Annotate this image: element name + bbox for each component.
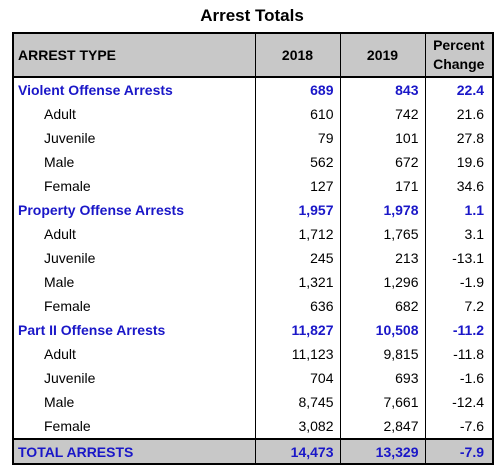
value-2018: 610 [254, 102, 341, 126]
value-2018: 1,712 [254, 222, 341, 246]
value-2019: 213 [339, 246, 426, 270]
percent-change: 1.1 [424, 198, 494, 222]
percent-change: 22.4 [424, 77, 494, 102]
header-2019: 2019 [339, 32, 426, 78]
table-row: Male 562 672 19.6 [12, 150, 494, 174]
percent-change: -11.8 [424, 342, 494, 366]
table-row: Female 127 171 34.6 [12, 174, 494, 198]
category-row-violent: Violent Offense Arrests 689 843 22.4 [12, 77, 494, 102]
value-2018: 1,321 [254, 270, 341, 294]
row-label: Female [12, 294, 256, 318]
table-title: Arrest Totals [200, 6, 304, 25]
header-arrest-type: ARREST TYPE [12, 32, 256, 78]
value-2018: 689 [254, 77, 341, 102]
value-2018: 1,957 [254, 198, 341, 222]
category-label: Property Offense Arrests [12, 198, 256, 222]
row-label: Female [12, 174, 256, 198]
table-row: Juvenile 245 213 -13.1 [12, 246, 494, 270]
table-row: Female 3,082 2,847 -7.6 [12, 414, 494, 439]
value-2019: 9,815 [339, 342, 426, 366]
value-2018: 79 [254, 126, 341, 150]
percent-change: 21.6 [424, 102, 494, 126]
value-2018: 3,082 [254, 414, 341, 439]
row-label: Adult [12, 222, 256, 246]
percent-change: -13.1 [424, 246, 494, 270]
row-label: Male [12, 390, 256, 414]
value-2019: 843 [339, 77, 426, 102]
value-2018: 562 [254, 150, 341, 174]
value-2018: 11,827 [254, 318, 341, 342]
percent-change: 3.1 [424, 222, 494, 246]
table-row: Adult 1,712 1,765 3.1 [12, 222, 494, 246]
total-label: TOTAL ARRESTS [12, 438, 256, 464]
percent-change: -1.9 [424, 270, 494, 294]
arrest-totals-table: ARREST TYPE 2018 2019 Percent Change Viol… [12, 32, 494, 465]
category-row-property: Property Offense Arrests 1,957 1,978 1.1 [12, 198, 494, 222]
value-2019: 672 [339, 150, 426, 174]
table-row: Male 8,745 7,661 -12.4 [12, 390, 494, 414]
percent-change: -7.6 [424, 414, 494, 439]
percent-change: -1.6 [424, 366, 494, 390]
table-row: Juvenile 704 693 -1.6 [12, 366, 494, 390]
table-row: Male 1,321 1,296 -1.9 [12, 270, 494, 294]
table-row: Adult 610 742 21.6 [12, 102, 494, 126]
header-percent-line1: Percent [433, 37, 485, 53]
percent-change: 19.6 [424, 150, 494, 174]
header-percent-change: Percent Change [424, 32, 494, 78]
value-2019: 1,978 [339, 198, 426, 222]
value-2019: 693 [339, 366, 426, 390]
category-label: Violent Offense Arrests [12, 77, 256, 102]
value-2019: 682 [339, 294, 426, 318]
value-2019: 171 [339, 174, 426, 198]
percent-change: 27.8 [424, 126, 494, 150]
table-row: Juvenile 79 101 27.8 [12, 126, 494, 150]
row-label: Adult [12, 102, 256, 126]
total-2018: 14,473 [254, 438, 341, 464]
value-2018: 636 [254, 294, 341, 318]
row-label: Juvenile [12, 366, 256, 390]
row-label: Female [12, 414, 256, 439]
table-row: Adult 11,123 9,815 -11.8 [12, 342, 494, 366]
row-label: Juvenile [12, 246, 256, 270]
value-2018: 127 [254, 174, 341, 198]
category-row-part-ii: Part II Offense Arrests 11,827 10,508 -1… [12, 318, 494, 342]
percent-change: -12.4 [424, 390, 494, 414]
percent-change: -11.2 [424, 318, 494, 342]
value-2019: 10,508 [339, 318, 426, 342]
value-2019: 101 [339, 126, 426, 150]
value-2018: 245 [254, 246, 341, 270]
total-percent-change: -7.9 [424, 438, 494, 464]
row-label: Adult [12, 342, 256, 366]
row-label: Male [12, 150, 256, 174]
header-row: ARREST TYPE 2018 2019 Percent Change [12, 32, 494, 78]
value-2018: 11,123 [254, 342, 341, 366]
value-2018: 8,745 [254, 390, 341, 414]
value-2019: 2,847 [339, 414, 426, 439]
value-2018: 704 [254, 366, 341, 390]
header-2018: 2018 [254, 32, 341, 78]
value-2019: 1,765 [339, 222, 426, 246]
row-label: Male [12, 270, 256, 294]
row-label: Juvenile [12, 126, 256, 150]
value-2019: 7,661 [339, 390, 426, 414]
total-row: TOTAL ARRESTS 14,473 13,329 -7.9 [12, 438, 494, 464]
percent-change: 34.6 [424, 174, 494, 198]
value-2019: 1,296 [339, 270, 426, 294]
header-percent-line2: Change [433, 56, 485, 72]
value-2019: 742 [339, 102, 426, 126]
total-2019: 13,329 [339, 438, 426, 464]
percent-change: 7.2 [424, 294, 494, 318]
category-label: Part II Offense Arrests [12, 318, 256, 342]
table-row: Female 636 682 7.2 [12, 294, 494, 318]
